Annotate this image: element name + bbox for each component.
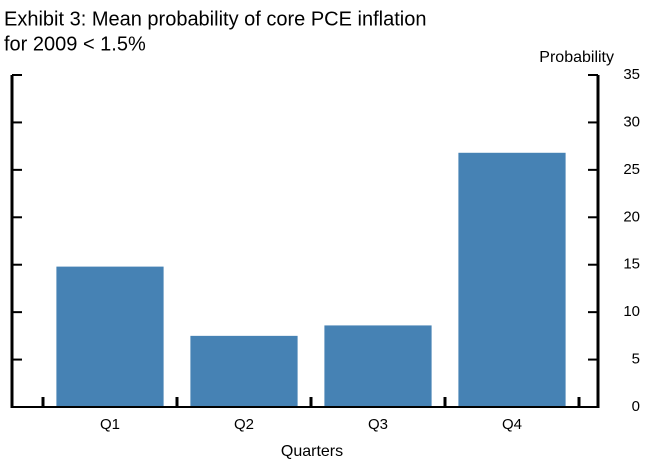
- bar: [458, 152, 566, 407]
- x-axis-label: Quarters: [281, 443, 343, 460]
- y-tick-label: 0: [632, 398, 640, 415]
- x-tick-label: Q2: [234, 416, 254, 433]
- y-axis-label: Probability: [539, 49, 614, 66]
- y-tick-label: 35: [623, 66, 640, 83]
- y-tick-label: 25: [623, 161, 640, 178]
- chart-title: Exhibit 3: Mean probability of core PCE …: [4, 8, 426, 30]
- y-tick-label: 15: [623, 256, 640, 273]
- x-tick-label: Q1: [100, 416, 120, 433]
- y-tick-label: 30: [623, 113, 640, 130]
- y-tick-label: 10: [623, 303, 640, 320]
- y-tick-label: 5: [632, 351, 640, 368]
- x-tick-label: Q3: [368, 416, 388, 433]
- x-tick-label: Q4: [502, 416, 522, 433]
- bar: [190, 335, 298, 407]
- chart-title: for 2009 < 1.5%: [4, 33, 146, 55]
- bar: [324, 325, 432, 407]
- bar: [56, 266, 164, 407]
- y-tick-label: 20: [623, 208, 640, 225]
